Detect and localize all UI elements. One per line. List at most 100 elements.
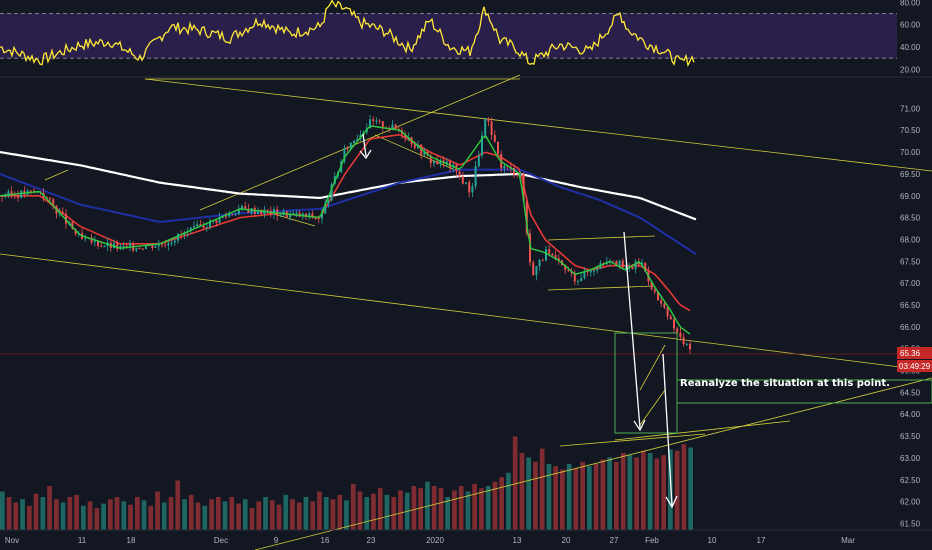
volume-bar — [229, 497, 235, 530]
time-tick-label: Nov — [5, 536, 19, 545]
volume-bar — [560, 469, 565, 530]
volume-bar — [499, 477, 504, 530]
trendlines — [0, 74, 932, 550]
candle-body — [209, 220, 211, 228]
ma-green — [0, 125, 691, 335]
volume-bar — [195, 502, 201, 530]
volume-bar — [67, 497, 73, 530]
candle-body — [503, 165, 506, 169]
candle-body — [125, 246, 128, 247]
time-axis: Nov 11 18 Dec 9 16 23 2020 13 20 27 Feb 10 17 Mar — [5, 536, 855, 545]
candle-body — [493, 135, 496, 142]
candle-body — [116, 243, 119, 250]
volume-bar — [0, 491, 5, 530]
annotation-text: Reanalyze the situation at this point. — [680, 378, 890, 389]
volume-bar — [13, 502, 19, 530]
candle-body — [433, 161, 435, 164]
candle-body — [234, 214, 237, 216]
candle-body — [93, 240, 96, 243]
candle-body — [513, 168, 515, 175]
candle-body — [471, 186, 474, 193]
candle-body — [141, 248, 144, 250]
volume-bar — [6, 497, 12, 530]
ma-blue — [0, 168, 697, 255]
volume-bar — [668, 449, 673, 530]
candle-body — [20, 190, 23, 198]
candle-body — [596, 269, 599, 271]
candle-body — [580, 278, 583, 281]
price-tick-label: 70.50 — [900, 126, 921, 135]
rsi-band — [0, 13, 897, 59]
candle-body — [103, 246, 106, 247]
rsi-tick-label: 40.00 — [900, 43, 921, 52]
volume-bar — [296, 502, 302, 530]
candle-body — [196, 224, 199, 227]
candle-body — [295, 212, 298, 214]
volume-bar — [128, 504, 133, 530]
volume-bar — [445, 497, 450, 530]
candle-body — [468, 182, 471, 193]
volume-bar — [242, 499, 248, 530]
rsi-panel: 80.00 60.00 40.00 20.00 — [0, 0, 921, 80]
candle-body — [461, 176, 464, 184]
time-tick-label: Dec — [214, 536, 228, 545]
box-trendline-a — [639, 344, 666, 391]
time-tick-label: 23 — [367, 536, 376, 545]
volume-bar — [114, 497, 120, 530]
candle-body — [330, 184, 333, 201]
price-tick-label: 67.50 — [900, 257, 921, 266]
volume-bar — [580, 461, 585, 530]
candle-body — [199, 224, 202, 226]
price-tick-label: 67.00 — [900, 279, 921, 288]
volume-bar — [27, 505, 32, 530]
volume-bar — [600, 459, 606, 530]
candle-body — [97, 240, 99, 246]
candle-body — [529, 233, 531, 263]
volume-bar — [641, 450, 646, 530]
volume-bar — [519, 453, 525, 530]
candle-body — [321, 213, 323, 219]
candle-body — [205, 227, 208, 229]
price-tick-label: 69.00 — [900, 192, 921, 201]
candle-body — [525, 200, 528, 234]
volume-bars — [0, 436, 693, 530]
candle-body — [237, 209, 240, 215]
volume-bar — [47, 486, 52, 530]
volume-bar — [74, 494, 79, 530]
candle-body — [257, 211, 259, 214]
annotation-box — [676, 379, 932, 404]
price-tick-label: 61.50 — [900, 519, 921, 528]
candle-body — [244, 206, 247, 209]
box-trendline-b — [639, 389, 666, 426]
candle-body — [1, 195, 3, 197]
candle-body — [327, 200, 330, 204]
volume-bar — [485, 486, 491, 530]
volume-bar — [634, 457, 639, 530]
short-trendline — [44, 169, 69, 181]
candle-body — [247, 208, 250, 213]
candle-body — [612, 260, 615, 262]
candle-body — [353, 140, 355, 143]
candle-body — [193, 226, 195, 228]
volume-bar — [364, 497, 370, 530]
candle-body — [481, 135, 483, 156]
time-tick-label: 11 — [78, 536, 87, 545]
time-tick-label: Mar — [841, 536, 855, 545]
volume-bar — [310, 501, 316, 530]
volume-bar — [371, 493, 376, 530]
volume-bar — [593, 464, 599, 530]
candle-body — [157, 243, 160, 247]
volume-bar — [398, 490, 403, 530]
candle-body — [266, 209, 269, 211]
candle-body — [615, 261, 618, 266]
candle-body — [474, 166, 477, 187]
candle-body — [532, 262, 535, 276]
volume-bar — [121, 501, 127, 530]
price-tick-label: 71.00 — [900, 104, 921, 113]
candle-body — [589, 270, 592, 273]
candle-body — [682, 337, 685, 344]
volume-bar — [249, 508, 255, 530]
volume-bar — [161, 502, 167, 530]
